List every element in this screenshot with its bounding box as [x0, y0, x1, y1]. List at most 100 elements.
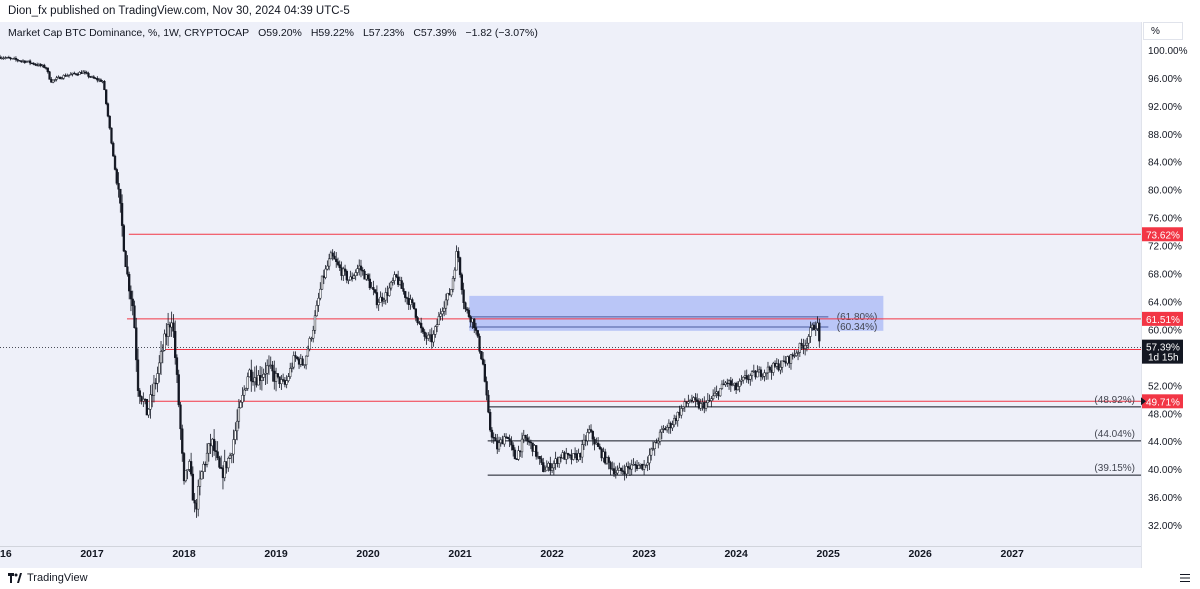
candle-body	[92, 76, 95, 79]
candle-body	[411, 299, 414, 303]
candle-body	[814, 328, 817, 331]
candle-body	[310, 337, 313, 340]
candle-body	[710, 398, 713, 401]
price-scale[interactable]	[1141, 22, 1200, 568]
level-price-tag	[1142, 311, 1183, 326]
candle-body	[598, 446, 602, 450]
candle-body	[234, 430, 237, 440]
candle-body	[763, 372, 766, 377]
candle-body	[420, 322, 423, 329]
candle-body	[372, 287, 375, 290]
candle-body	[446, 292, 449, 301]
candle-body	[0, 56, 2, 59]
candle-body	[393, 274, 396, 281]
x-tick-label: 2025	[816, 548, 840, 560]
candle-body	[304, 355, 308, 366]
candle-body	[152, 382, 156, 396]
candle-body	[55, 77, 58, 80]
candle-body	[687, 401, 690, 404]
candle-body	[634, 464, 637, 466]
candle-body	[481, 358, 485, 365]
candle-body	[133, 305, 136, 329]
candle-body	[327, 258, 331, 267]
candle-body	[119, 188, 122, 204]
candle-body	[182, 453, 186, 482]
candle-body	[683, 401, 686, 408]
candle-body	[809, 327, 812, 337]
candle-body	[644, 464, 648, 467]
candle-body	[658, 431, 662, 442]
y-tick-label: 76.00%	[1148, 214, 1182, 225]
candle-body	[729, 380, 732, 386]
candle-body	[609, 462, 612, 470]
candle-body	[264, 372, 267, 375]
candle-body	[812, 324, 816, 331]
y-tick-label: 88.00%	[1148, 130, 1182, 141]
candle-body	[158, 362, 161, 374]
y-tick-label: 48.00%	[1148, 409, 1182, 420]
candle-body	[43, 64, 46, 68]
tradingview-logo-icon	[8, 573, 22, 583]
candle-body	[818, 322, 821, 342]
fib-level-label: (61.80%)	[837, 312, 878, 323]
candle-body	[112, 142, 115, 157]
hamburger-menu-icon[interactable]	[1180, 573, 1190, 583]
publish-bar: Dion_fx published on TradingView.com, No…	[0, 0, 1200, 22]
candle-body	[614, 472, 617, 475]
percent-scale-button[interactable]: %	[1143, 22, 1183, 40]
candle-body	[487, 394, 490, 413]
legend-symbol: Market Cap BTC Dominance, %, 1W, CRYPTOC…	[8, 27, 250, 39]
candle-body	[149, 394, 152, 410]
candle-body	[480, 351, 483, 360]
candle-body	[343, 268, 347, 272]
brand-label: TradingView	[27, 572, 88, 584]
candle-body	[237, 407, 241, 422]
candle-body	[520, 438, 524, 453]
candle-body	[216, 451, 219, 459]
candle-body	[731, 384, 734, 386]
current-price-tag	[1142, 339, 1183, 364]
candle-body	[115, 169, 118, 184]
candle-body	[513, 449, 517, 460]
candle-body	[586, 432, 589, 441]
candle-body	[239, 401, 242, 409]
candle-body	[738, 380, 741, 387]
time-axis[interactable]	[0, 546, 1141, 568]
y-tick-label: 72.00%	[1148, 242, 1182, 253]
y-tick-label: 32.00%	[1148, 521, 1182, 532]
candle-body	[646, 462, 649, 466]
candle-body	[402, 288, 405, 292]
candle-body	[336, 261, 340, 265]
candle-body	[280, 379, 283, 385]
x-tick-label: 2024	[724, 548, 748, 560]
candle-body	[535, 445, 538, 457]
bar-countdown-label: 1d 15h	[1148, 353, 1179, 364]
candle-body	[294, 355, 297, 358]
candle-body	[432, 334, 435, 343]
candle-body	[457, 251, 460, 258]
candle-body	[745, 375, 748, 380]
candle-body	[138, 390, 141, 397]
candle-body	[28, 60, 32, 64]
candle-body	[48, 71, 51, 80]
candle-body	[260, 377, 264, 381]
candle-body	[798, 343, 801, 353]
candle-body	[227, 458, 230, 469]
candle-body	[681, 406, 685, 409]
candle-body	[128, 273, 131, 292]
candle-body	[271, 364, 274, 372]
candle-body	[550, 467, 554, 471]
candle-body	[377, 302, 380, 306]
candle-body	[354, 272, 357, 276]
candle-body	[704, 402, 708, 409]
candle-body	[189, 461, 193, 475]
candle-body	[412, 302, 416, 310]
candle-body	[756, 371, 759, 378]
x-tick-label: 2018	[172, 548, 196, 560]
x-tick-label: 2023	[632, 548, 656, 560]
candle-body	[404, 291, 407, 298]
candle-body	[473, 318, 476, 329]
candle-body	[120, 203, 124, 226]
candle-body	[359, 265, 363, 271]
candle-body	[637, 465, 640, 470]
